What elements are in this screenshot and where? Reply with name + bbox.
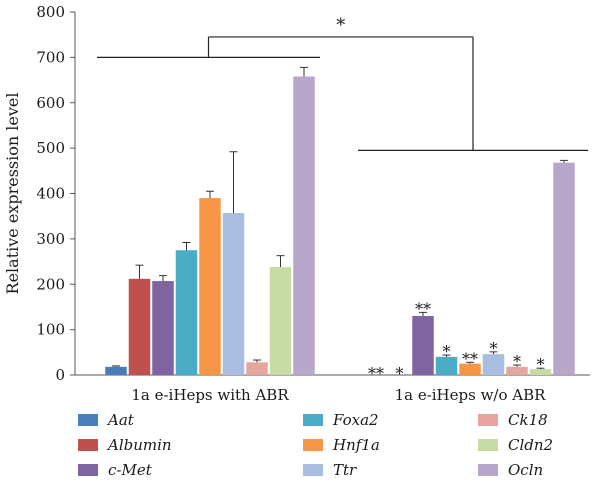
y-tick-label: 0 (55, 366, 65, 384)
significance-mark: ** (462, 349, 478, 368)
legend-item-ocln: Ocln (478, 459, 543, 481)
y-tick-label: 200 (36, 275, 65, 293)
legend-item-hnf1a: Hnf1a (303, 434, 380, 456)
legend-label: Foxa2 (333, 411, 379, 429)
bar-ttr-1 (482, 354, 505, 375)
significance-mark: ** (415, 299, 431, 318)
legend-label: Ck18 (508, 411, 548, 429)
bar-c-met-1 (412, 316, 434, 375)
bar-cldn2-0 (269, 267, 292, 375)
bar-aat-0 (105, 366, 127, 375)
bar-hnf1a-1 (459, 363, 481, 375)
bar-foxa2-1 (435, 356, 458, 375)
legend-swatch (303, 414, 323, 426)
bar-ocln-0 (293, 76, 315, 376)
bar-ocln-1 (553, 162, 575, 375)
significance-mark: * (490, 339, 498, 358)
legend-item-foxa2: Foxa2 (303, 409, 379, 431)
significance-mark: * (396, 364, 404, 383)
y-tick-label: 700 (36, 48, 65, 66)
legend-swatch (478, 414, 498, 426)
legend-swatch (303, 464, 323, 476)
bar-ttr-0 (222, 213, 245, 375)
bar-hnf1a-0 (199, 198, 221, 375)
legend-item-ttr: Ttr (303, 459, 356, 481)
legend-swatch (478, 439, 498, 451)
significance-mark: * (513, 352, 521, 371)
significance-mark: ** (368, 364, 384, 383)
legend-item-aat: Aat (78, 409, 134, 431)
legend-label: Ocln (508, 461, 544, 479)
legend-item-cldn2: Cldn2 (478, 434, 553, 456)
y-tick-label: 600 (36, 94, 65, 112)
bar-foxa2-0 (175, 250, 198, 375)
x-category-label: 1a e-iHeps with ABR (131, 386, 289, 404)
y-tick-label: 800 (36, 3, 65, 21)
bar-albumin-0 (128, 278, 151, 375)
legend-swatch (78, 414, 98, 426)
legend-swatch (78, 439, 98, 451)
x-category-label: 1a e-iHeps w/o ABR (395, 386, 547, 404)
legend-swatch (478, 464, 498, 476)
legend-item-c-met: c-Met (78, 459, 152, 481)
bracket-significance-label: * (336, 15, 345, 36)
bar-chart-plot: 0 100 200 300 400 500 600 700 800 Relative expres… (3, 3, 590, 404)
bar-ck18-0 (246, 362, 268, 375)
significance-mark: * (443, 342, 451, 361)
bar-ck18-1 (506, 366, 528, 375)
legend-label: Hnf1a (333, 436, 380, 454)
y-tick-label: 300 (36, 230, 65, 248)
y-axis-title: Relative expression level (3, 93, 22, 295)
y-tick-label: 400 (36, 185, 65, 203)
bar-c-met-0 (152, 281, 174, 375)
legend-swatch (303, 439, 323, 451)
y-tick-label: 500 (36, 139, 65, 157)
legend-label: Albumin (108, 436, 172, 454)
bar-cldn2-1 (529, 369, 552, 375)
significance-mark: * (537, 355, 545, 374)
legend-swatch (78, 464, 98, 476)
y-tick-label: 100 (36, 321, 65, 339)
legend-item-albumin: Albumin (78, 434, 172, 456)
legend-label: c-Met (108, 461, 152, 479)
legend-label: Ttr (333, 461, 357, 479)
legend-label: Aat (108, 411, 134, 429)
legend-label: Cldn2 (508, 436, 554, 454)
legend-item-ck18: Ck18 (478, 409, 548, 431)
